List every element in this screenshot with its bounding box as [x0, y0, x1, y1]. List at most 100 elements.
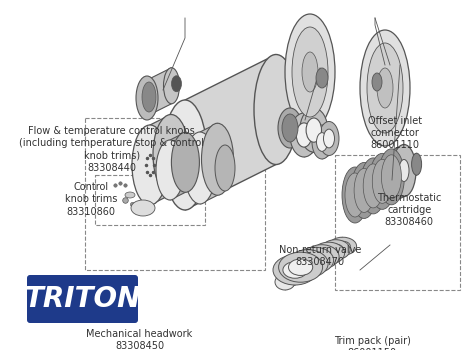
Ellipse shape — [279, 252, 323, 282]
Ellipse shape — [289, 267, 309, 283]
Text: Non-return valve
83308470: Non-return valve 83308470 — [279, 245, 361, 267]
Ellipse shape — [299, 256, 319, 270]
Text: Trim pack (pair)
86001150: Trim pack (pair) 86001150 — [333, 336, 411, 350]
Ellipse shape — [329, 244, 345, 254]
Ellipse shape — [300, 108, 328, 152]
Ellipse shape — [287, 250, 328, 278]
Ellipse shape — [312, 242, 345, 264]
Ellipse shape — [184, 132, 216, 204]
Ellipse shape — [282, 114, 298, 142]
Ellipse shape — [290, 113, 318, 157]
Polygon shape — [337, 237, 343, 258]
Ellipse shape — [163, 100, 207, 210]
Ellipse shape — [372, 73, 382, 91]
Ellipse shape — [125, 192, 135, 198]
Ellipse shape — [304, 253, 325, 267]
Ellipse shape — [275, 274, 295, 290]
Ellipse shape — [392, 145, 416, 196]
Ellipse shape — [139, 80, 155, 116]
Ellipse shape — [372, 159, 392, 203]
Ellipse shape — [215, 145, 235, 191]
Ellipse shape — [312, 250, 331, 263]
Polygon shape — [316, 245, 322, 272]
Ellipse shape — [201, 123, 233, 195]
FancyBboxPatch shape — [27, 275, 138, 323]
Ellipse shape — [288, 259, 312, 275]
Ellipse shape — [312, 125, 332, 159]
Ellipse shape — [156, 140, 184, 200]
Ellipse shape — [290, 250, 328, 276]
Ellipse shape — [314, 250, 332, 262]
Polygon shape — [330, 240, 336, 262]
Polygon shape — [170, 132, 186, 200]
Polygon shape — [147, 68, 172, 116]
Polygon shape — [295, 252, 300, 285]
Ellipse shape — [379, 149, 405, 205]
Ellipse shape — [320, 247, 338, 259]
Polygon shape — [309, 247, 315, 276]
Ellipse shape — [142, 82, 156, 112]
Ellipse shape — [367, 43, 403, 133]
Ellipse shape — [307, 245, 339, 267]
Text: Offset inlet
connector
86001110: Offset inlet connector 86001110 — [368, 116, 422, 150]
Ellipse shape — [324, 129, 334, 148]
Ellipse shape — [328, 244, 344, 255]
Ellipse shape — [278, 108, 302, 148]
Ellipse shape — [291, 259, 313, 274]
Ellipse shape — [292, 27, 328, 117]
Ellipse shape — [164, 68, 179, 104]
Ellipse shape — [321, 240, 350, 260]
Ellipse shape — [377, 68, 393, 108]
Ellipse shape — [329, 237, 357, 255]
Polygon shape — [150, 114, 171, 205]
Ellipse shape — [172, 132, 199, 192]
Ellipse shape — [296, 247, 333, 273]
Text: Mechanical headwork
83308450: Mechanical headwork 83308450 — [86, 329, 193, 350]
Ellipse shape — [342, 167, 368, 223]
Polygon shape — [323, 242, 329, 267]
Ellipse shape — [281, 252, 323, 280]
Ellipse shape — [306, 253, 325, 266]
Ellipse shape — [296, 256, 319, 271]
Ellipse shape — [153, 114, 189, 195]
Polygon shape — [285, 267, 299, 290]
Ellipse shape — [306, 118, 321, 142]
Ellipse shape — [399, 160, 409, 182]
Ellipse shape — [345, 173, 365, 217]
Ellipse shape — [343, 169, 367, 221]
Ellipse shape — [323, 240, 351, 258]
Ellipse shape — [136, 76, 158, 120]
Ellipse shape — [254, 55, 298, 164]
Ellipse shape — [317, 133, 327, 151]
Ellipse shape — [315, 243, 345, 262]
Ellipse shape — [351, 162, 377, 218]
Ellipse shape — [131, 200, 155, 216]
Ellipse shape — [172, 76, 181, 92]
Text: Control
knob trims
83310860: Control knob trims 83310860 — [65, 182, 118, 217]
Ellipse shape — [335, 241, 350, 251]
Ellipse shape — [360, 158, 386, 214]
Ellipse shape — [412, 153, 422, 175]
Text: TRITON: TRITON — [24, 285, 141, 313]
Text: Thermostatic
cartridge
83308460: Thermostatic cartridge 83308460 — [377, 193, 441, 227]
Polygon shape — [355, 145, 404, 221]
Ellipse shape — [322, 247, 338, 258]
Ellipse shape — [296, 123, 312, 147]
Polygon shape — [322, 121, 329, 159]
Polygon shape — [304, 108, 314, 157]
Ellipse shape — [316, 68, 328, 88]
Ellipse shape — [381, 155, 401, 199]
Ellipse shape — [132, 125, 168, 205]
Polygon shape — [185, 55, 276, 210]
Text: Flow & temperature control knobs
(including temperature stop & control
knob trim: Flow & temperature control knobs (includ… — [19, 126, 204, 173]
Ellipse shape — [369, 153, 395, 209]
Polygon shape — [404, 153, 417, 182]
Ellipse shape — [299, 247, 333, 272]
Ellipse shape — [302, 52, 318, 92]
Ellipse shape — [285, 14, 335, 130]
Ellipse shape — [304, 245, 339, 269]
Polygon shape — [302, 250, 308, 280]
Ellipse shape — [360, 30, 410, 146]
Ellipse shape — [273, 255, 317, 285]
Ellipse shape — [283, 262, 307, 278]
